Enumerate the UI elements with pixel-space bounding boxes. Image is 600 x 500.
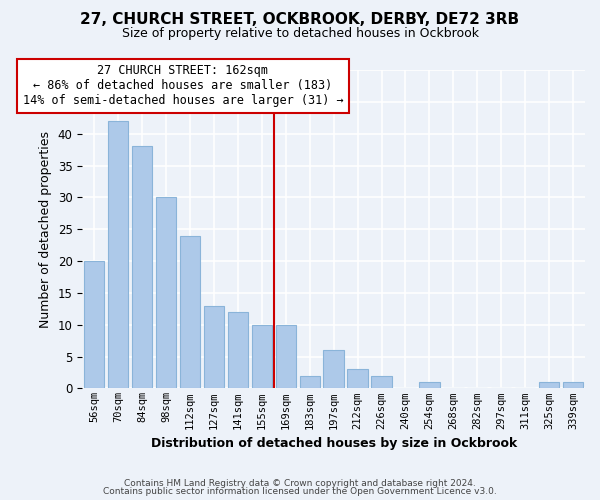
Text: Contains HM Land Registry data © Crown copyright and database right 2024.: Contains HM Land Registry data © Crown c… (124, 478, 476, 488)
Bar (251, 324, 272, 388)
Text: Size of property relative to detached houses in Ockbrook: Size of property relative to detached ho… (121, 28, 479, 40)
Bar (371, 376, 392, 388)
Bar (419, 382, 440, 388)
Bar (563, 382, 583, 388)
X-axis label: Distribution of detached houses by size in Ockbrook: Distribution of detached houses by size … (151, 437, 517, 450)
Bar (180, 236, 200, 388)
Bar (84, 261, 104, 388)
Y-axis label: Number of detached properties: Number of detached properties (39, 130, 52, 328)
Text: 27, CHURCH STREET, OCKBROOK, DERBY, DE72 3RB: 27, CHURCH STREET, OCKBROOK, DERBY, DE72… (80, 12, 520, 28)
Text: Contains public sector information licensed under the Open Government Licence v3: Contains public sector information licen… (103, 487, 497, 496)
Bar (299, 376, 320, 388)
Bar (108, 121, 128, 388)
Text: 27 CHURCH STREET: 162sqm
← 86% of detached houses are smaller (183)
14% of semi-: 27 CHURCH STREET: 162sqm ← 86% of detach… (23, 64, 343, 108)
Bar (275, 324, 296, 388)
Bar (347, 370, 368, 388)
Bar (323, 350, 344, 389)
Bar (204, 306, 224, 388)
Bar (156, 198, 176, 388)
Bar (539, 382, 559, 388)
Bar (132, 146, 152, 388)
Bar (228, 312, 248, 388)
